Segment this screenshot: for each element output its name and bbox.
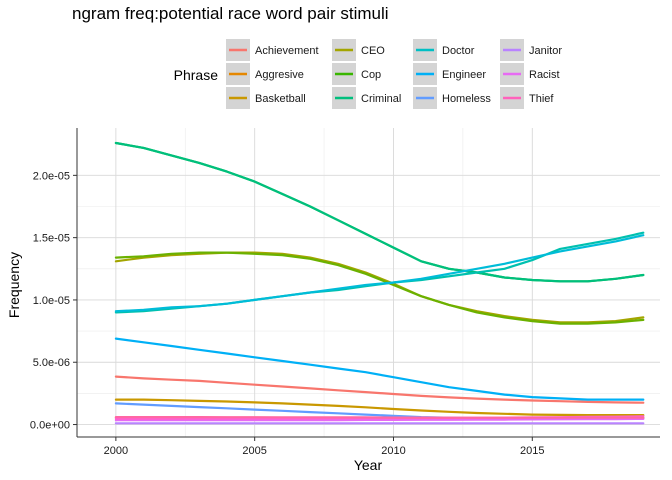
series-line-criminal-6 xyxy=(114,141,645,283)
series-line-engineer-9 xyxy=(114,337,645,401)
legend-item-thief: Thief xyxy=(500,87,554,109)
legend-item-ceo: CEO xyxy=(332,39,385,61)
legend-label: Engineer xyxy=(442,69,486,81)
legend-item-achievement: Achievement xyxy=(226,39,319,61)
series-layer xyxy=(114,141,645,425)
legend-item-racist: Racist xyxy=(500,63,560,85)
legend-label: Aggresive xyxy=(255,69,304,81)
y-tick-label: 1.5e-05 xyxy=(33,233,70,245)
y-tick-label: 0.0e+00 xyxy=(30,420,70,432)
legend-label: Thief xyxy=(529,93,554,105)
series-line-janitor-12 xyxy=(114,417,645,422)
series-line-thief-14 xyxy=(114,416,645,419)
series-line-criminal-5 xyxy=(114,141,645,283)
legend-item-janitor: Janitor xyxy=(500,39,562,61)
chart-title: ngram freq:potential race word pair stim… xyxy=(72,4,389,23)
legend-label: Basketball xyxy=(255,93,306,105)
legend-title: Phrase xyxy=(174,67,219,83)
legend-item-doctor: Doctor xyxy=(413,39,475,61)
legend-label: Racist xyxy=(529,69,560,81)
y-tick-label: 5.0e-06 xyxy=(33,357,70,369)
plot-area: 2000 2005 2010 2015 0.0e+00 5.0e-06 1.0e-05 1.… xyxy=(30,128,660,457)
series-line-achievement-0 xyxy=(114,375,645,404)
legend-item-cop: Cop xyxy=(332,63,381,85)
legend-item-basketball: Basketball xyxy=(226,87,306,109)
series-line-cop-4 xyxy=(114,251,645,325)
legend-label: Criminal xyxy=(361,93,401,105)
x-tick-label: 2010 xyxy=(381,445,405,457)
legend-item-criminal: Criminal xyxy=(332,87,401,109)
y-tick-label: 1.0e-05 xyxy=(33,295,70,307)
legend-label: Cop xyxy=(361,69,381,81)
legend-label: Janitor xyxy=(529,45,562,57)
legend: Phrase Achievement Aggresive Basketball CEO… xyxy=(174,39,562,109)
legend-item-engineer: Engineer xyxy=(413,63,486,85)
series-line-doctor-8 xyxy=(114,234,645,313)
y-tick-label: 2.0e-05 xyxy=(33,170,70,182)
legend-item-aggresive: Aggresive xyxy=(226,63,304,85)
x-tick-label: 2000 xyxy=(104,445,128,457)
legend-label: Doctor xyxy=(442,45,475,57)
series-line-basketball-2 xyxy=(114,398,645,417)
series-line-doctor-7 xyxy=(114,231,645,314)
grid-minor xyxy=(77,128,660,437)
legend-item-homeless: Homeless xyxy=(413,87,491,109)
series-line-ceo-3 xyxy=(114,251,645,324)
legend-label: CEO xyxy=(361,45,385,57)
x-tick-label: 2005 xyxy=(242,445,266,457)
grid-major xyxy=(77,128,660,437)
x-axis-title: Year xyxy=(354,457,383,473)
x-axis-ticks: 2000 2005 2010 2015 xyxy=(104,437,545,457)
y-axis-ticks: 0.0e+00 5.0e-06 1.0e-05 1.5e-05 2.0e-05 xyxy=(30,170,77,432)
legend-label: Achievement xyxy=(255,45,319,57)
x-tick-label: 2015 xyxy=(520,445,544,457)
legend-label: Homeless xyxy=(442,93,491,105)
y-axis-title: Frequency xyxy=(6,252,22,318)
